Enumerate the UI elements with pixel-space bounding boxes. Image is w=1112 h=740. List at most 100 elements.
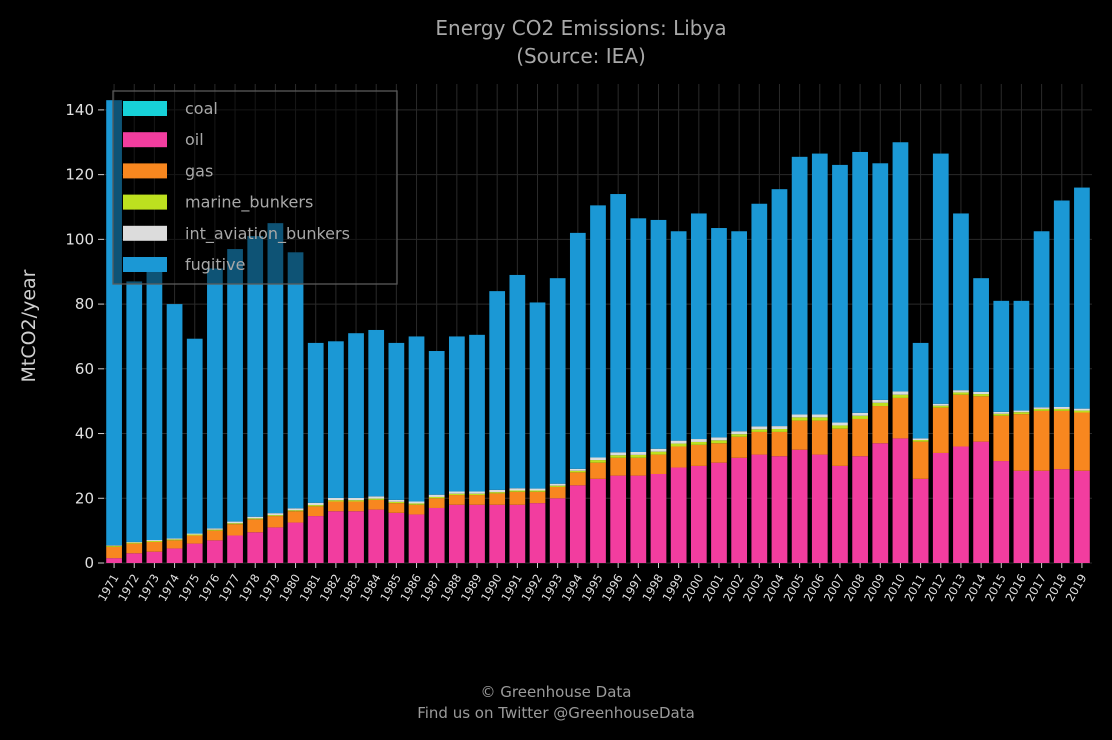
bar-oil [489,504,506,563]
legend-label: coal [185,99,218,118]
bar-int_aviation_bunkers [852,412,868,416]
bar-marine_bunkers [207,529,223,531]
bar-int_aviation_bunkers [408,501,425,504]
bar-gas [106,546,122,559]
bar-fugitive [590,205,606,458]
bar-int_aviation_bunkers [428,494,445,497]
bar-fugitive [509,274,526,489]
bar-gas [368,499,385,510]
legend-label: int_aviation_bunkers [185,224,350,244]
bar-oil [166,548,183,563]
bar-fugitive [630,218,647,452]
bar-fugitive [912,342,929,439]
bar-int_aviation_bunkers [247,516,264,519]
y-tick-label: 20 [75,489,94,507]
bar-marine_bunkers [287,510,304,512]
bar-int_aviation_bunkers [549,483,566,486]
bar-gas [207,530,223,541]
bar-marine_bunkers [448,493,465,496]
bar-marine_bunkers [1053,408,1070,411]
bar-oil [953,446,969,563]
bar-marine_bunkers [388,501,405,504]
bar-int_aviation_bunkers [448,491,465,494]
chart-subtitle: (Source: IEA) [516,44,646,68]
bar-oil [368,509,385,563]
bar-fugitive [569,232,586,469]
bar-oil [247,532,264,563]
bar-fugitive [811,153,828,415]
bar-oil [690,465,707,563]
bar-int_aviation_bunkers [146,540,163,541]
y-tick-label: 60 [75,360,94,378]
bars [106,100,1090,563]
bar-fugitive [932,153,949,404]
bar-fugitive [973,278,989,392]
bar-oil [469,504,485,563]
bar-gas [590,462,606,479]
bar-oil [267,527,284,563]
bar-int_aviation_bunkers [973,391,989,395]
bar-gas [892,397,909,439]
bar-marine_bunkers [146,540,163,542]
bar-oil [751,454,768,563]
bar-fugitive [872,163,889,400]
bar-fugitive [469,334,485,492]
bar-fugitive [166,304,183,539]
footer-copyright: © Greenhouse Data [480,683,632,701]
bar-fugitive [832,164,848,423]
bar-oil [630,475,647,563]
bar-marine_bunkers [852,415,868,419]
bar-gas [953,394,969,447]
legend-swatch [123,163,167,179]
legend-label: gas [185,161,213,180]
bar-fugitive [348,333,364,498]
bar-fugitive [670,231,687,441]
bar-marine_bunkers [348,500,364,502]
bar-oil [1033,470,1050,563]
x-tick-label: 2019 [1063,572,1090,604]
y-tick-label: 100 [65,230,94,248]
bar-int_aviation_bunkers [892,391,909,395]
bar-gas [711,443,727,463]
bar-gas [408,504,425,515]
bar-oil [650,473,667,563]
bar-fugitive [529,302,546,489]
bar-fugitive [328,341,344,498]
bar-marine_bunkers [832,425,848,429]
bar-oil [448,504,465,563]
bar-gas [186,535,203,544]
bar-fugitive [549,278,566,484]
bar-marine_bunkers [953,392,969,395]
bar-int_aviation_bunkers [751,426,768,430]
bar-fugitive [731,231,748,432]
bar-fugitive [287,252,304,509]
bar-fugitive [408,336,425,502]
bar-marine_bunkers [106,545,122,547]
bar-gas [529,491,546,504]
bar-int_aviation_bunkers [106,545,122,546]
bar-int_aviation_bunkers [186,533,203,535]
bar-marine_bunkers [872,402,889,407]
bar-fugitive [448,336,465,492]
bar-marine_bunkers [328,500,344,502]
bar-oil [852,456,868,563]
bar-int_aviation_bunkers [630,451,647,455]
bar-oil [610,475,627,563]
bar-gas [569,472,586,486]
bar-int_aviation_bunkers [953,390,969,393]
bar-int_aviation_bunkers [993,411,1010,414]
y-tick-label: 120 [65,166,94,184]
bar-oil [872,443,889,563]
bar-gas [791,420,808,450]
bar-marine_bunkers [186,534,203,536]
bar-oil [549,498,566,563]
bar-oil [126,553,143,563]
bar-gas [489,493,506,505]
bar-marine_bunkers [1033,408,1050,411]
bar-fugitive [1013,300,1030,411]
bar-oil [428,507,445,563]
bar-oil [509,504,526,563]
bar-int_aviation_bunkers [731,431,748,435]
legend-box [112,90,398,285]
bar-oil [287,522,304,563]
